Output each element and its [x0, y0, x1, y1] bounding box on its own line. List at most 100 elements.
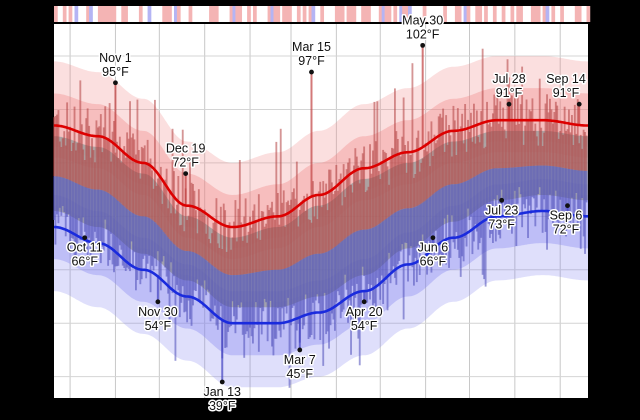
daily-low-bar [290, 266, 292, 326]
daily-high-bar [152, 188, 155, 221]
daily-low-bar [260, 271, 263, 335]
daily-high-bar [171, 128, 174, 243]
daily-high-bar [524, 125, 527, 167]
daily-high-bar [494, 105, 497, 169]
daily-low-bar [133, 213, 136, 253]
daily-low-bar [156, 225, 159, 252]
daily-low-bar [500, 168, 503, 190]
daily-low-bar [257, 271, 260, 352]
daily-high-bar [355, 156, 358, 232]
daily-high-bar [437, 116, 440, 190]
daily-high-bar [550, 109, 553, 167]
daily-high-bar [293, 188, 295, 265]
daily-low-bar [263, 270, 266, 299]
daily-low-bar [489, 169, 491, 238]
strip-mark [308, 6, 313, 22]
daily-high-bar [137, 150, 140, 216]
daily-low-bar [535, 165, 538, 208]
daily-high-bar [218, 247, 221, 271]
daily-low-bar [458, 183, 461, 258]
record-temp-label: 54°F [145, 319, 172, 333]
daily-low-bar [579, 170, 582, 249]
daily-high-bar [354, 148, 357, 232]
daily-low-bar [566, 168, 569, 229]
daily-low-bar [522, 166, 525, 205]
daily-high-bar [549, 98, 551, 166]
daily-low-bar [430, 195, 433, 273]
daily-low-bar [177, 247, 180, 291]
daily-low-bar [269, 270, 272, 301]
daily-low-bar [565, 168, 567, 237]
daily-high-bar [394, 88, 396, 213]
daily-low-bar [452, 184, 455, 243]
daily-high-bar [145, 163, 148, 217]
daily-high-bar [247, 231, 250, 274]
record-marker [506, 101, 512, 107]
daily-low-bar [459, 183, 462, 277]
strip-mark [97, 6, 102, 22]
strip-mark [209, 6, 213, 22]
daily-high-bar [287, 200, 290, 268]
daily-high-bar [351, 192, 354, 234]
daily-low-bar [364, 229, 367, 304]
daily-high-bar [266, 205, 269, 271]
strip-mark [176, 6, 181, 22]
daily-low-bar [556, 166, 559, 222]
daily-low-bar [492, 168, 494, 243]
daily-high-bar [61, 138, 64, 178]
daily-high-bar [309, 219, 311, 256]
strip-mark [586, 6, 591, 22]
daily-low-bar [325, 252, 328, 335]
daily-low-bar [348, 235, 351, 301]
daily-low-bar [413, 207, 415, 286]
daily-low-bar [521, 166, 524, 228]
strip-mark [214, 6, 219, 22]
daily-high-bar [240, 222, 243, 275]
daily-high-bar [294, 198, 297, 264]
daily-high-bar [193, 190, 196, 253]
daily-low-bar [499, 168, 502, 239]
daily-low-bar [219, 271, 222, 307]
strip-mark [273, 6, 278, 22]
daily-high-bar [538, 78, 541, 166]
daily-high-bar [338, 179, 341, 244]
record-marker [361, 299, 367, 305]
daily-low-bar [85, 187, 88, 252]
daily-high-bar [411, 63, 414, 208]
strip-mark [361, 6, 365, 22]
strip-mark [381, 6, 386, 22]
daily-low-bar [64, 178, 67, 237]
daily-high-bar [209, 243, 212, 264]
daily-low-bar [167, 237, 170, 294]
daily-high-bar [162, 183, 165, 232]
daily-low-bar [411, 207, 414, 268]
daily-high-bar [559, 131, 562, 168]
daily-low-bar [559, 167, 562, 200]
daily-high-bar [331, 182, 333, 250]
daily-high-bar [234, 200, 237, 275]
daily-low-bar [418, 204, 421, 275]
daily-low-bar [173, 243, 175, 277]
daily-low-bar [174, 245, 177, 361]
daily-low-bar [126, 208, 129, 268]
daily-high-bar [57, 110, 60, 177]
daily-low-bar [209, 263, 212, 322]
daily-high-bar [392, 148, 395, 214]
daily-low-bar [255, 272, 257, 303]
daily-low-bar [265, 270, 268, 303]
daily-high-bar [452, 105, 455, 185]
daily-high-bar [94, 162, 96, 190]
daily-low-bar [366, 229, 369, 303]
daily-high-bar [474, 143, 477, 177]
daily-low-bar [215, 268, 218, 326]
daily-low-bar [187, 251, 190, 301]
daily-low-bar [493, 168, 496, 200]
daily-low-bar [494, 168, 497, 242]
daily-low-bar [165, 235, 168, 277]
daily-low-bar [99, 189, 102, 264]
daily-high-bar [503, 129, 506, 169]
daily-high-bar [257, 194, 260, 272]
daily-high-bar [453, 120, 456, 185]
daily-low-bar [490, 169, 493, 234]
